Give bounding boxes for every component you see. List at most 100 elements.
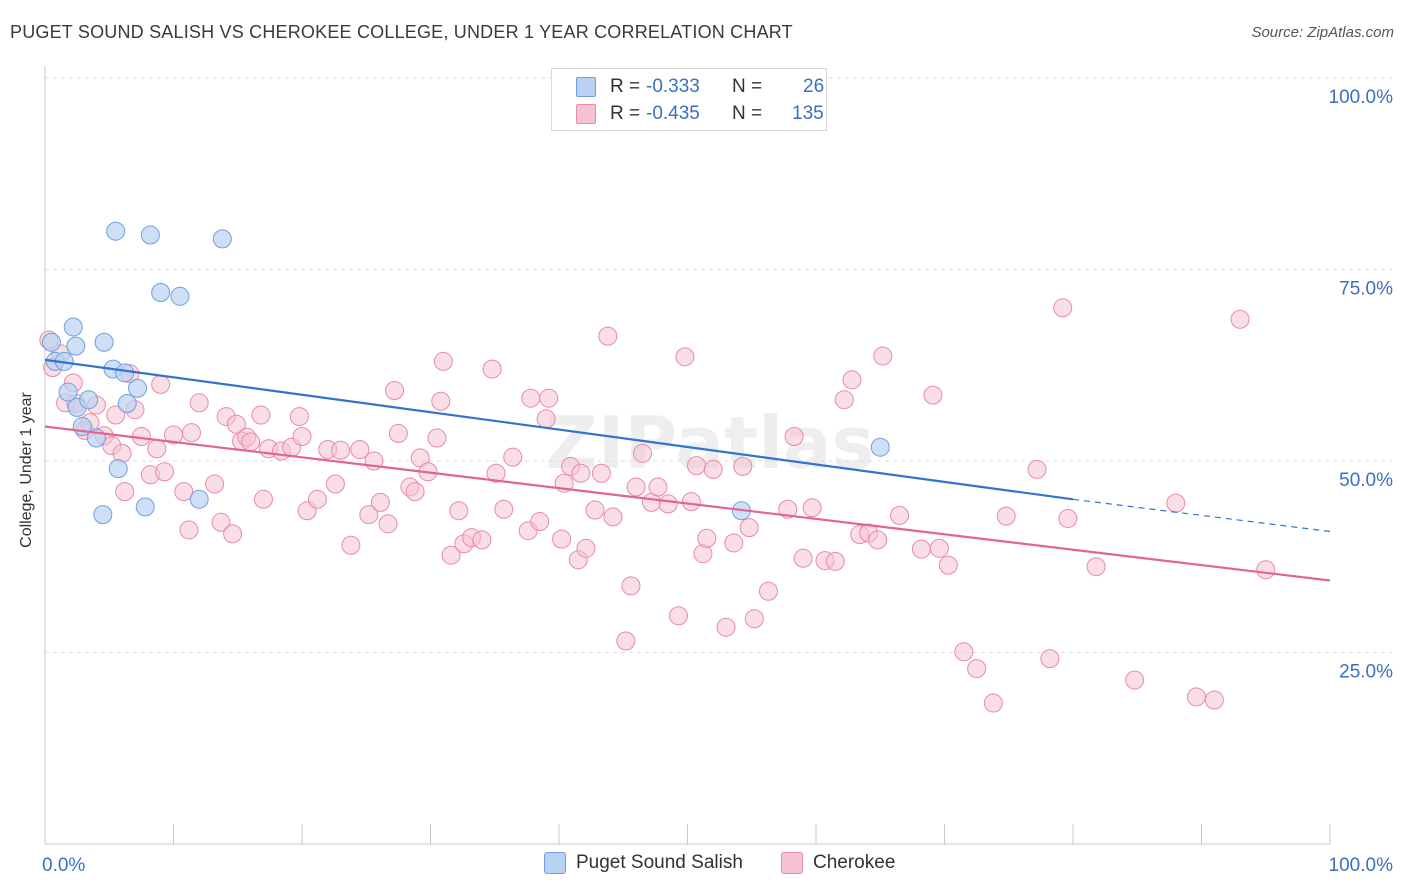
cherokee-point <box>744 609 764 629</box>
cherokee-point <box>359 505 379 525</box>
cherokee-points <box>39 298 1276 713</box>
stats-legend: R = -0.333 N = 26 R = -0.435 N = 135 <box>551 68 827 131</box>
cherokee-point <box>503 447 523 467</box>
cherokee-point <box>681 492 701 512</box>
cherokee-point <box>633 443 653 463</box>
cherokee-point <box>842 370 862 390</box>
cherokee-point <box>292 426 312 446</box>
cherokee-point <box>954 642 974 662</box>
puget-sound-salish-point <box>108 459 128 479</box>
cherokee-point <box>211 512 231 532</box>
cherokee-point <box>686 456 706 476</box>
cherokee-point <box>1040 649 1060 669</box>
puget-sound-salish-point <box>170 286 190 306</box>
cherokee-point <box>472 530 492 550</box>
cherokee-point <box>385 381 405 401</box>
puget-sound-salish-points <box>41 221 890 525</box>
puget-sound-salish-point <box>151 282 171 302</box>
cherokee-point <box>1053 298 1073 318</box>
cherokee-point <box>890 505 910 525</box>
legend-n-label: N = <box>732 76 763 97</box>
cherokee-point <box>658 494 678 514</box>
cherokee-point <box>431 391 451 411</box>
cherokee-point <box>179 520 199 540</box>
gridlines <box>45 77 1392 653</box>
cherokee-point <box>603 507 623 527</box>
cherokee-point <box>223 524 243 544</box>
cherokee-point <box>147 439 167 459</box>
cherokee-point <box>697 528 717 548</box>
puget-sound-salish-point <box>115 363 135 383</box>
cherokee-point <box>405 482 425 502</box>
cherokee-point <box>331 440 351 460</box>
cherokee-point <box>1125 670 1145 690</box>
cherokee-point <box>449 501 469 521</box>
legend-n-value: 26 <box>803 76 825 97</box>
legend-swatch-pink <box>576 104 596 124</box>
puget-sound-salish-trend-extension <box>1072 498 1331 533</box>
cherokee-point <box>591 463 611 483</box>
cherokee-point <box>675 347 695 367</box>
puget-sound-salish-point <box>140 225 160 245</box>
puget-sound-salish-point <box>93 505 113 525</box>
legend-item-puget-sound-salish: Puget Sound Salish <box>544 852 743 874</box>
cherokee-point <box>733 456 753 476</box>
legend-n-value: 135 <box>792 103 824 124</box>
cherokee-point <box>967 659 987 679</box>
legend-swatch-blue <box>544 852 566 874</box>
puget-sound-salish-point <box>135 497 155 517</box>
cherokee-point <box>536 409 556 429</box>
cherokee-point <box>716 617 736 637</box>
trend-lines <box>44 358 1331 582</box>
cherokee-point <box>378 514 398 534</box>
puget-sound-salish-point <box>41 332 61 352</box>
cherokee-point <box>482 359 502 379</box>
cherokee-point <box>1058 508 1078 528</box>
y-tick-label: 25.0% <box>1339 662 1393 683</box>
cherokee-point <box>778 499 798 519</box>
cherokee-point <box>669 606 689 626</box>
cherokee-point <box>341 535 361 555</box>
puget-sound-salish-point <box>106 221 126 241</box>
puget-sound-salish-point <box>870 437 890 457</box>
cherokee-point <box>598 326 618 346</box>
cherokee-point <box>911 539 931 559</box>
cherokee-point <box>441 545 461 565</box>
cherokee-point <box>289 407 309 427</box>
cherokee-point <box>539 388 559 408</box>
legend-r-value: -0.435 <box>646 103 700 124</box>
cherokee-point <box>1027 459 1047 479</box>
cherokee-point <box>983 693 1003 713</box>
cherokee-point <box>1204 690 1224 710</box>
cherokee-point <box>793 548 813 568</box>
cherokee-point <box>486 463 506 483</box>
x-tick-label: 0.0% <box>42 855 85 876</box>
cherokee-point <box>739 518 759 538</box>
cherokee-point <box>552 529 572 549</box>
cherokee-point <box>325 474 345 494</box>
puget-sound-salish-point <box>79 390 99 410</box>
cherokee-point <box>996 506 1016 526</box>
legend-r-value: -0.333 <box>646 76 700 97</box>
cherokee-point <box>868 530 888 550</box>
cherokee-point <box>530 512 550 532</box>
cherokee-point <box>155 462 175 482</box>
cherokee-point <box>616 631 636 651</box>
puget-sound-salish-point <box>212 229 232 249</box>
cherokee-point <box>923 385 943 405</box>
cherokee-trend-line <box>44 425 1331 582</box>
cherokee-point <box>626 477 646 497</box>
cherokee-point <box>350 440 370 460</box>
cherokee-point <box>181 423 201 443</box>
legend-item-cherokee: Cherokee <box>781 852 895 874</box>
cherokee-point <box>585 500 605 520</box>
puget-sound-salish-trend-line <box>44 358 1074 501</box>
cherokee-point <box>494 499 514 519</box>
cherokee-point <box>784 426 804 446</box>
puget-sound-salish-point <box>63 317 83 337</box>
cherokee-point <box>929 538 949 558</box>
cherokee-point <box>1186 687 1206 707</box>
x-tick-label: 100.0% <box>1329 855 1394 876</box>
legend-n-label: N = <box>732 103 763 124</box>
